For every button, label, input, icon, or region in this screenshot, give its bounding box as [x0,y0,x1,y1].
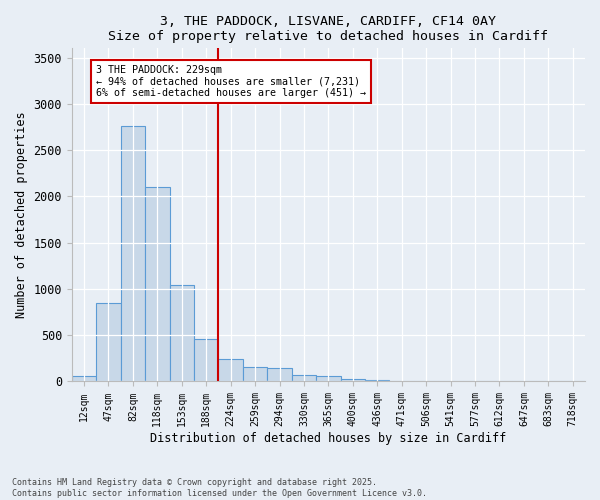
Text: 3 THE PADDOCK: 229sqm
← 94% of detached houses are smaller (7,231)
6% of semi-de: 3 THE PADDOCK: 229sqm ← 94% of detached … [96,65,366,98]
Bar [194,339,218,382]
Bar [389,380,414,382]
Bar [96,303,121,382]
Bar [218,360,243,382]
Bar [365,380,389,382]
X-axis label: Distribution of detached houses by size in Cardiff: Distribution of detached houses by size … [150,432,506,445]
Bar [267,368,292,382]
Bar [341,378,365,382]
Y-axis label: Number of detached properties: Number of detached properties [15,112,28,318]
Bar [145,187,170,382]
Title: 3, THE PADDOCK, LISVANE, CARDIFF, CF14 0AY
Size of property relative to detached: 3, THE PADDOCK, LISVANE, CARDIFF, CF14 0… [109,15,548,43]
Bar [243,366,267,382]
Bar [170,285,194,382]
Bar [316,376,341,382]
Bar [72,376,96,382]
Text: Contains HM Land Registry data © Crown copyright and database right 2025.
Contai: Contains HM Land Registry data © Crown c… [12,478,427,498]
Bar [292,375,316,382]
Bar [121,126,145,382]
